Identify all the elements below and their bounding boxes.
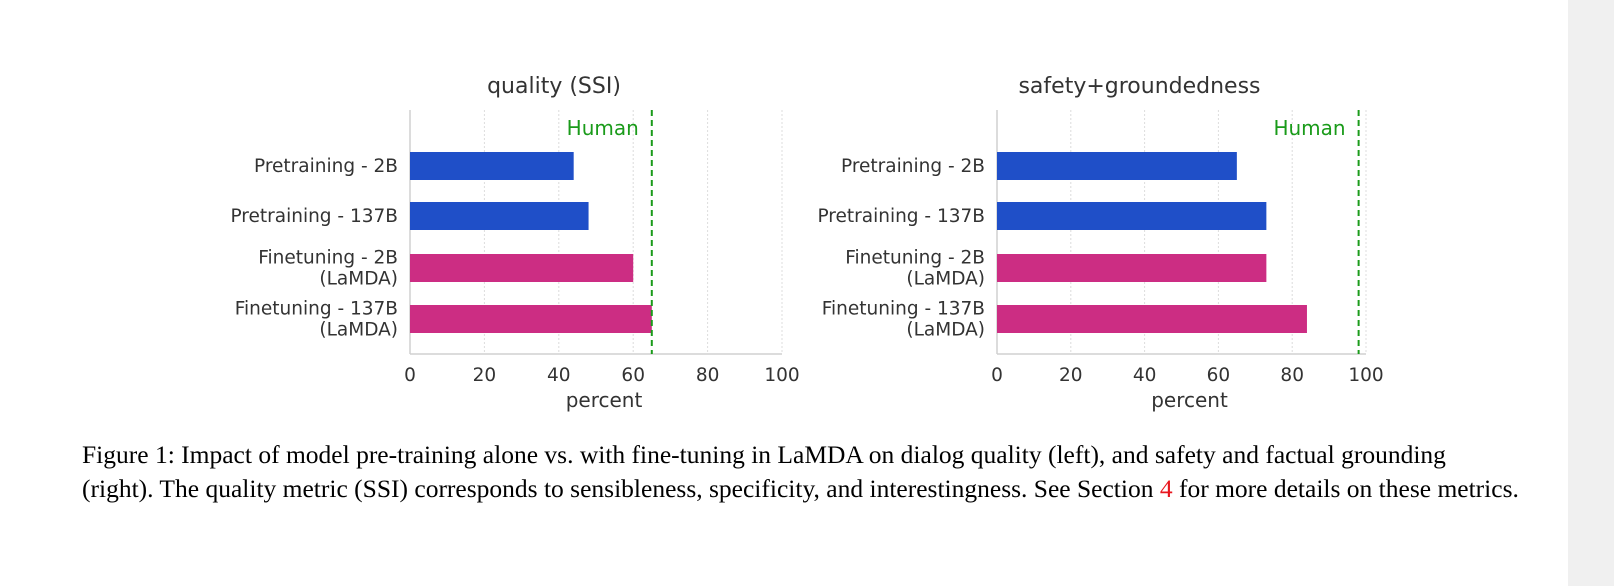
chart-2-category-label: (LaMDA) xyxy=(906,320,985,341)
caption-text-start: Figure 1: Impact of model pre-training a… xyxy=(82,440,1446,503)
chart-1-bar xyxy=(410,305,652,333)
chart-2-bar xyxy=(997,254,1267,282)
chart-2-category-label: Pretraining - 137B xyxy=(817,206,985,227)
chart-2-category-label: Finetuning - 137B xyxy=(822,299,985,320)
chart-2-x-tick-label: 40 xyxy=(1133,365,1157,386)
chart-1-x-tick-label: 100 xyxy=(764,365,799,386)
scrollbar-track[interactable] xyxy=(1568,0,1614,586)
chart-1-human-reference-label: Human xyxy=(567,116,639,140)
chart-1-category-label: (LaMDA) xyxy=(319,269,398,290)
chart-2-bar xyxy=(997,202,1267,230)
chart-2-x-tick-label: 0 xyxy=(991,365,1003,386)
chart-1-category-label: Finetuning - 137B xyxy=(235,299,398,320)
chart-2-bar xyxy=(997,305,1307,333)
figure-charts: quality (SSI) Pretraining - 2B Pretraining… xyxy=(230,74,1383,412)
chart-1-bar xyxy=(410,254,634,282)
chart-1-bar xyxy=(410,202,589,230)
chart-2-x-tick-label: 100 xyxy=(1348,365,1383,386)
chart-2-category-label: (LaMDA) xyxy=(906,269,985,290)
chart-2-x-tick-label: 60 xyxy=(1207,365,1231,386)
chart-1-x-tick-label: 60 xyxy=(621,365,645,386)
chart-1-category-label: Pretraining - 137B xyxy=(230,206,398,227)
figure-caption: Figure 1: Impact of model pre-training a… xyxy=(82,438,1522,506)
caption-text-end: for more details on these metrics. xyxy=(1172,474,1519,503)
chart-1-bar xyxy=(410,152,574,180)
chart-2-title: safety+groundedness xyxy=(1018,74,1260,99)
chart-2-x-axis-label: percent xyxy=(1151,388,1228,412)
chart-2-human-reference-label: Human xyxy=(1273,116,1345,140)
chart-2-bar xyxy=(997,152,1237,180)
chart-1-x-tick-label: 40 xyxy=(547,365,571,386)
chart-1-x-axis-label: percent xyxy=(566,388,643,412)
chart-1-category-label: Pretraining - 2B xyxy=(254,156,398,177)
chart-1-category-label: (LaMDA) xyxy=(319,320,398,341)
chart-2-category-label: Pretraining - 2B xyxy=(841,156,985,177)
chart-2-x-tick-label: 80 xyxy=(1280,365,1304,386)
chart-2-x-tick-label: 20 xyxy=(1059,365,1083,386)
chart-1-x-tick-label: 0 xyxy=(404,365,416,386)
chart-1-x-tick-label: 20 xyxy=(473,365,497,386)
section-reference-link[interactable]: 4 xyxy=(1159,474,1173,503)
chart-1-category-label: Finetuning - 2B xyxy=(258,248,398,269)
chart-2-category-label: Finetuning - 2B xyxy=(845,248,985,269)
chart-1-title: quality (SSI) xyxy=(487,74,621,99)
chart-1-x-tick-label: 80 xyxy=(696,365,720,386)
